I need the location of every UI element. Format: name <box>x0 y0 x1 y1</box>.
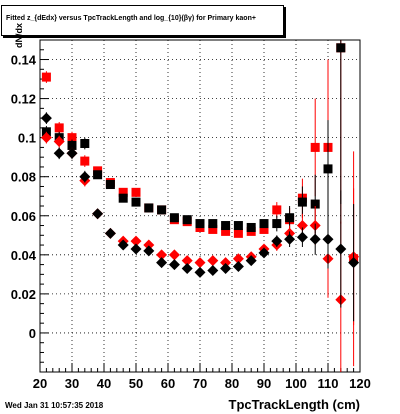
diamond-marker <box>40 132 52 144</box>
y-tick-label: 0.12 <box>11 92 36 107</box>
square-marker <box>195 219 205 229</box>
diamond-marker <box>181 262 193 274</box>
y-tick-label: 0 <box>29 326 36 341</box>
diamond-marker <box>258 247 270 259</box>
x-tick-label: 80 <box>225 376 239 391</box>
square-marker <box>208 219 218 229</box>
diamond-marker <box>79 171 91 183</box>
diamond-marker <box>232 253 244 265</box>
diamond-marker <box>322 233 334 245</box>
y-tick-label: 0.1 <box>18 131 36 146</box>
diamond-marker <box>271 235 283 247</box>
square-marker <box>208 224 218 234</box>
diamond-marker <box>296 220 308 232</box>
y-tick-label: 0.08 <box>11 170 36 185</box>
diamond-marker <box>220 257 232 269</box>
x-tick-label: 120 <box>349 376 371 391</box>
square-marker <box>144 203 154 213</box>
diamond-marker <box>130 235 142 247</box>
y-axis-label: dN/dx <box>14 22 24 48</box>
diamond-marker <box>53 147 65 159</box>
diamond-marker <box>296 231 308 243</box>
square-marker <box>297 197 307 207</box>
x-axis-label: TpcTrackLength (cm) <box>228 397 360 412</box>
square-marker <box>118 193 128 203</box>
diamond-marker <box>130 243 142 255</box>
y-tick-label: 0.02 <box>11 287 36 302</box>
square-marker <box>310 199 320 209</box>
diamond-marker <box>156 257 168 269</box>
diamond-marker <box>117 239 129 251</box>
square-marker <box>259 219 269 229</box>
square-marker <box>67 140 77 150</box>
diamond-marker <box>40 112 52 124</box>
diamond-marker <box>194 266 206 278</box>
square-marker <box>54 123 64 133</box>
diamond-marker <box>143 239 155 251</box>
diamond-marker <box>104 227 116 239</box>
x-tick-label: 30 <box>65 376 79 391</box>
diamond-marker <box>168 249 180 261</box>
square-marker <box>80 156 90 166</box>
y-tick-label: 0.04 <box>11 248 37 263</box>
x-tick-label: 60 <box>161 376 175 391</box>
x-tick-label: 110 <box>318 376 339 391</box>
y-tick-label: 0.14 <box>11 53 37 68</box>
diamond-marker <box>53 136 65 148</box>
x-tick-label: 90 <box>257 376 271 391</box>
square-marker <box>67 133 77 143</box>
diamond-marker <box>232 261 244 273</box>
x-tick-label: 70 <box>193 376 207 391</box>
square-marker <box>310 142 320 152</box>
title-box: Fitted z_{dEdx} versus TpcTrackLength an… <box>1 5 284 36</box>
diamond-marker <box>207 255 219 267</box>
diamond-marker <box>143 245 155 257</box>
diamond-marker <box>207 264 219 276</box>
diamond-marker <box>66 147 78 159</box>
square-marker <box>157 205 167 215</box>
square-marker <box>131 197 141 207</box>
diamond-marker <box>156 249 168 261</box>
square-marker <box>221 221 231 231</box>
diamond-marker <box>168 259 180 271</box>
diamond-marker <box>335 243 347 255</box>
square-marker <box>221 226 231 236</box>
square-marker <box>93 170 103 180</box>
diamond-marker <box>245 255 257 267</box>
diamond-marker <box>309 233 321 245</box>
square-marker <box>118 187 128 197</box>
square-marker <box>182 215 192 225</box>
square-marker <box>272 219 282 229</box>
diamond-marker <box>181 255 193 267</box>
square-marker <box>323 164 333 174</box>
diamond-marker <box>284 233 296 245</box>
diamond-marker <box>92 208 104 220</box>
x-tick-label: 50 <box>129 376 143 391</box>
square-marker <box>233 228 243 238</box>
x-tick-label: 100 <box>285 376 307 391</box>
square-marker <box>105 180 115 190</box>
square-marker <box>131 187 141 197</box>
x-tick-label: 20 <box>33 376 47 391</box>
square-marker <box>169 213 179 223</box>
x-tick-label: 40 <box>97 376 111 391</box>
diamond-marker <box>348 257 360 269</box>
chart-title: Fitted z_{dEdx} versus TpcTrackLength an… <box>6 15 256 22</box>
square-marker <box>246 222 256 232</box>
square-marker <box>41 72 51 82</box>
square-marker <box>285 213 295 223</box>
square-marker <box>80 139 90 149</box>
diamond-marker <box>194 257 206 269</box>
timestamp: Wed Jan 31 10:57:35 2018 <box>5 401 104 410</box>
square-marker <box>336 43 346 53</box>
square-marker <box>272 205 282 215</box>
diamond-marker <box>220 262 232 274</box>
square-marker <box>233 221 243 231</box>
square-marker <box>259 224 269 234</box>
y-tick-label: 0.06 <box>11 209 36 224</box>
